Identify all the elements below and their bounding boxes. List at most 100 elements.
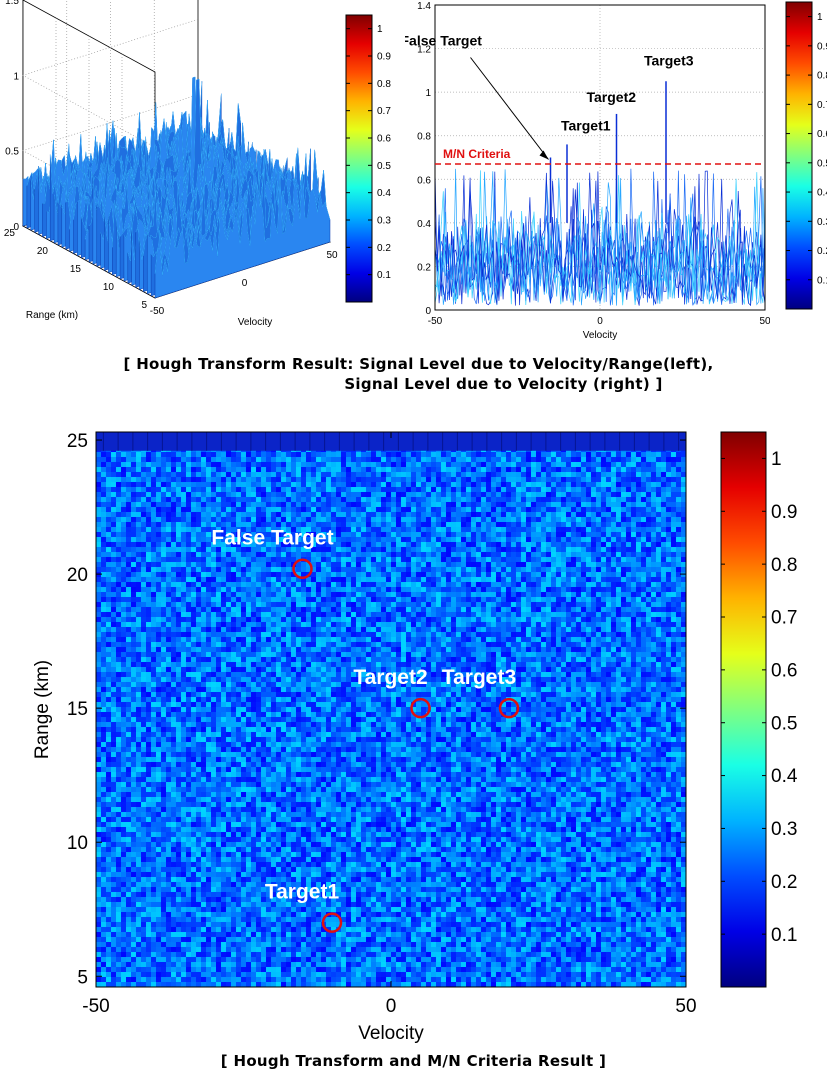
target-label: False Target (211, 527, 333, 550)
line-y-tick: 0.4 (417, 219, 431, 230)
cb-heatmap-tick-label: 0.7 (771, 608, 797, 629)
bottom-caption: [ Hough Transform and M/N Criteria Resul… (220, 1052, 607, 1070)
heatmap-y-tick: 10 (67, 833, 88, 854)
heatmap-y-tick: 15 (67, 699, 88, 720)
surface-x-tick: 50 (326, 250, 338, 261)
target-label: Target2 (353, 666, 427, 689)
surface-y-tick: 25 (4, 228, 16, 239)
target-circle (498, 697, 520, 719)
heatmap-axes: 5 10 15 20 25 -50 0 50 Velocity Range (km) (32, 431, 697, 1044)
line-y-tick: 1.4 (417, 1, 431, 12)
target-label: Target1 (561, 117, 611, 133)
target-label: False Target (405, 33, 482, 49)
heatmap-x-tick: 50 (675, 996, 696, 1017)
target-label: Target3 (442, 666, 516, 689)
top-caption-line2: Signal Level due to Velocity (right) ] (344, 375, 663, 393)
colorbar-top-left: 0.1 0.2 0.3 0.4 0.5 0.6 0.7 0.8 0.9 1 (345, 14, 391, 303)
line-xlabel: Velocity (583, 330, 617, 341)
cb-heatmap-bar (720, 431, 767, 988)
line-y-tick: 0.2 (417, 262, 431, 273)
heatmap-colorbar: 0.1 0.2 0.3 0.4 0.5 0.6 0.7 0.8 0.9 1 (720, 431, 798, 988)
line-chart-series (434, 81, 766, 307)
heatmap-x-tick: 0 (386, 996, 397, 1017)
surface-z-tick: 0 (13, 222, 19, 233)
colorbar-top-right: 0.1 0.2 0.3 0.4 0.5 0.6 0.7 0.8 0.9 1 (785, 1, 827, 310)
cb-top-right-tick-label: 0.6 (817, 129, 827, 140)
cb-heatmap-tick-label: 1 (771, 449, 782, 470)
line-y-tick: 0.6 (417, 175, 431, 186)
line-x-tick: 0 (597, 316, 603, 327)
cb-top-right-tick-label: 0.9 (817, 41, 827, 52)
cb-heatmap-tick-label: 0.3 (771, 819, 797, 840)
heatmap-y-tick: 25 (67, 431, 88, 452)
cb-top-left-tick-label: 0.1 (377, 270, 391, 281)
surface-x-tick: 0 (242, 278, 248, 289)
cb-heatmap-tick-label: 0.4 (771, 766, 798, 787)
cb-heatmap-tick-label: 0.2 (771, 872, 797, 893)
heatmap-xlabel: Velocity (358, 1023, 424, 1044)
cb-top-right-bar (785, 1, 813, 310)
cb-top-right-tick-label: 1 (817, 12, 823, 23)
cb-top-left-tick-label: 0.3 (377, 216, 391, 227)
line-chart-annotations: M/N Criteria False Target Target1 Target2 Ta… (405, 33, 765, 165)
surface-y-tick: 15 (70, 264, 82, 275)
heatmap-y-tick: 20 (67, 565, 88, 586)
heatmap-ylabel: Range (km) (32, 660, 53, 759)
target-label: Target2 (587, 89, 637, 105)
cb-top-right-tick-label: 0.2 (817, 246, 827, 257)
cb-heatmap-tick-label: 0.1 (771, 925, 797, 946)
target-circle (410, 697, 431, 719)
surface-3d-chart: 0 0.5 1 1.5 -50 0 50 5 10 15 20 25 Velocity Range (km… (4, 0, 338, 328)
mn-criteria-label: M/N Criteria (443, 147, 511, 161)
cb-top-right-tick-label: 0.3 (817, 217, 827, 228)
surface-y-tick: 10 (103, 282, 115, 293)
cb-top-right-tick-label: 0.7 (817, 100, 827, 111)
surface-z-tick: 1.5 (5, 0, 19, 7)
cb-top-left-bar (345, 14, 373, 303)
cb-top-left-tick-label: 0.2 (377, 243, 391, 254)
line-y-tick: 0.8 (417, 132, 431, 143)
target-label: Target1 (265, 881, 340, 904)
line-y-tick: 0 (425, 306, 431, 317)
surface-xlabel: Velocity (238, 317, 272, 328)
surface-ylabel: Range (km) (26, 310, 78, 321)
line-x-tick: 50 (759, 316, 770, 327)
target-circle (292, 558, 313, 579)
heatmap-target-markers: False Target Target2 Target3 Target1 (211, 527, 520, 933)
cb-top-left-tick-label: 0.7 (377, 106, 391, 117)
cb-top-right-tick-label: 0.1 (817, 275, 827, 286)
hough-heatmap-chart: 5 10 15 20 25 -50 0 50 Velocity Range (km) False … (32, 431, 798, 1044)
cb-heatmap-tick-label: 0.9 (771, 502, 797, 523)
cb-top-right-tick-label: 0.4 (817, 188, 827, 199)
cb-top-left-tick-label: 0.9 (377, 52, 391, 63)
cb-heatmap-tick-label: 0.5 (771, 713, 797, 734)
target-label: Target3 (644, 52, 694, 68)
surface-z-tick: 0.5 (5, 147, 19, 158)
line-y-tick: 1 (425, 88, 431, 99)
cb-top-left-tick-label: 0.5 (377, 161, 391, 172)
surface-3d-mesh (22, 76, 331, 299)
cb-top-right-tick-label: 0.5 (817, 158, 827, 169)
heatmap-cells (96, 432, 687, 988)
line-y-tick: 1.2 (417, 45, 431, 56)
surface-x-tick: -50 (150, 306, 165, 317)
surface-y-tick: 20 (37, 246, 49, 257)
cb-top-left-tick-label: 1 (377, 24, 383, 35)
cb-heatmap-tick-label: 0.8 (771, 555, 797, 576)
cb-top-left-tick-label: 0.6 (377, 134, 391, 145)
false-target-arrow (470, 57, 549, 160)
heatmap-x-tick: -50 (82, 996, 109, 1017)
surface-3d-axis-labels: 0 0.5 1 1.5 -50 0 50 5 10 15 20 25 Velocity Range (km… (4, 0, 338, 328)
cb-top-right-tick-label: 0.8 (817, 71, 827, 82)
cb-top-left-tick-label: 0.4 (377, 188, 391, 199)
surface-y-tick: 5 (141, 300, 147, 311)
heatmap-top-band (96, 432, 686, 451)
top-caption-line1: [ Hough Transform Result: Signal Level d… (123, 355, 714, 373)
cb-heatmap-tick-label: 0.6 (771, 661, 797, 682)
top-caption: [ Hough Transform Result: Signal Level d… (0, 354, 827, 394)
cb-top-left-tick-label: 0.8 (377, 79, 391, 90)
heatmap-y-tick: 5 (77, 967, 88, 988)
target-circle (321, 912, 343, 933)
